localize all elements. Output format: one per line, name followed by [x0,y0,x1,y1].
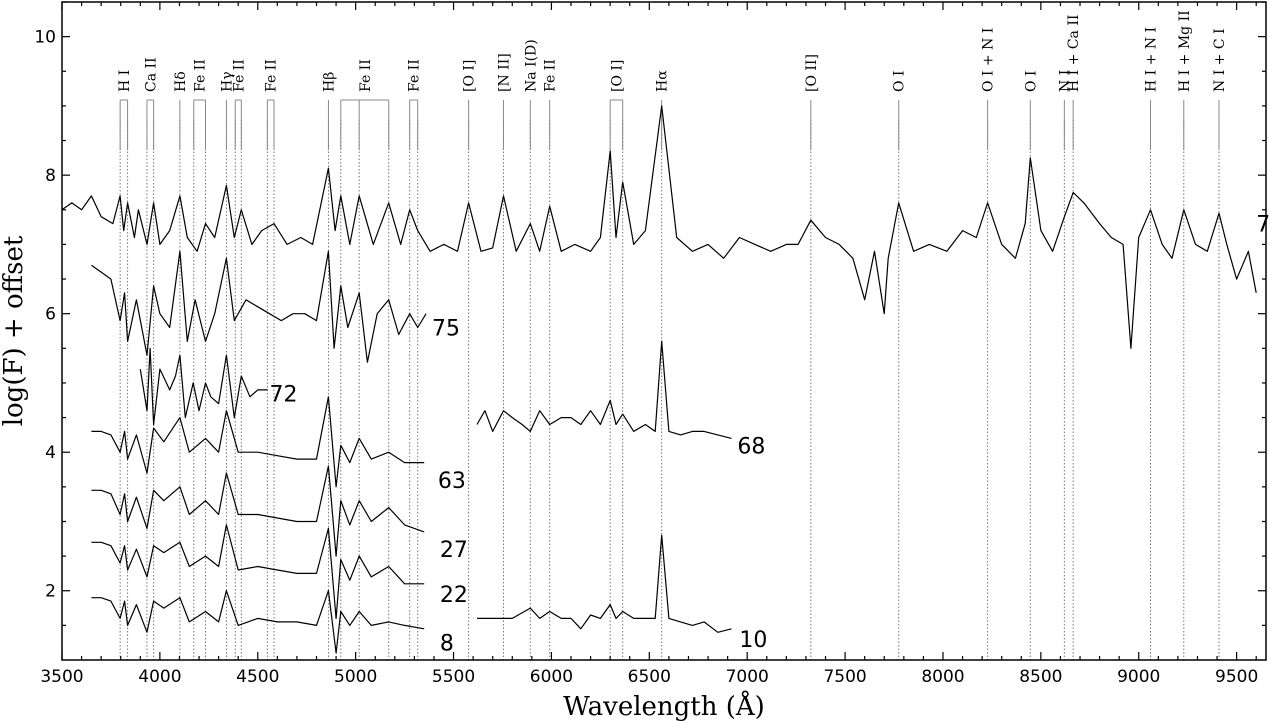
y-tick-label: 2 [45,582,56,602]
x-tick-label: 7500 [823,667,866,687]
y-tick-label: 10 [34,28,56,48]
line-id-label: Fe II [264,59,280,92]
line-id-label: Hδ [173,71,189,92]
line-bracket [119,99,129,150]
line-bracket [409,99,419,150]
spectrum-27 [91,465,425,557]
x-tick-label: 4500 [236,667,279,687]
spectrum-label-10: 10 [739,628,767,653]
line-id-label: Ca II [143,57,159,92]
line-id-label: [O I] [462,60,478,92]
tick-layer: 3500 4000 4500 5000 5500 6000 6500 7000 7500 8000… [34,1,1266,687]
spectrum-label-63: 63 [438,469,466,494]
x-tick-label: 5500 [432,667,475,687]
y-tick-label: 6 [45,305,56,325]
line-bracket [193,99,207,150]
line-id-label: Fe II [358,59,374,92]
spectrum-label-8: 8 [440,632,454,657]
x-tick-label: 8000 [921,667,964,687]
line-bracket [609,99,624,150]
line-id-label: Hα [655,70,671,92]
line-id-label: H I + Mg II [1177,10,1193,92]
spectrum-8 [91,590,425,654]
spectra-layer: 79 75 72 68 63 27 22 8 10 [61,105,1270,657]
line-id-label: O I + N I [981,28,997,92]
x-tick-label: 7000 [726,667,769,687]
line-id-label: O I [892,71,908,92]
line-id-label: Fe II [407,59,423,92]
line-id-label: [O I] [609,60,625,92]
spectrum-79 [61,105,1257,349]
plot-frame [61,1,1267,661]
line-id-label: [O II] [804,54,820,92]
line-id-label: O I [1023,71,1039,92]
line-id-label: Hγ [219,71,235,92]
y-tick-label: 4 [45,443,56,463]
line-id-label: N I + C I [1212,28,1228,92]
x-tick-label: 5000 [334,667,377,687]
line-id-label: H I + Ca II [1066,15,1082,92]
spectrum-72 [139,347,268,426]
line-bracket [234,99,242,150]
line-id-label: Fe II [543,59,559,92]
x-axis-title: Wavelength (Å) [563,690,765,722]
line-bracket [266,99,275,150]
y-axis-title: log(F) + offset [0,235,29,426]
spectrum-label-72: 72 [270,382,298,407]
x-tick-label: 3500 [40,667,83,687]
line-id-label: Na I(D) [523,39,539,92]
x-tick-label: 9000 [1117,667,1160,687]
line-marker-layer [119,120,1220,660]
line-id-label: Fe II [231,59,247,92]
spectrum-label-75: 75 [432,317,460,342]
line-id-label: N I [1057,70,1073,92]
x-tick-label: 6000 [530,667,573,687]
line-id-label: H I [117,70,133,92]
line-id-label: [N II] [496,53,512,92]
spectrum-label-68: 68 [737,434,765,459]
x-tick-label: 6500 [628,667,671,687]
spectrum-label-22: 22 [440,583,468,608]
line-id-label: H I + N I [1143,27,1159,92]
x-tick-label: 4000 [138,667,181,687]
y-tick-label: 8 [45,166,56,186]
line-bracket [340,99,390,150]
line-id-label: Fe II [193,59,209,92]
x-tick-label: 9500 [1215,667,1258,687]
line-bracket [146,99,155,150]
spectrum-10 [477,534,732,633]
spectrum-label-79: 79 [1256,213,1270,238]
spectrum-63 [91,396,425,488]
spectrum-68 [476,340,732,439]
spectrum-75 [91,250,427,363]
spectrum-label-27: 27 [440,538,468,563]
spectrum-22 [91,524,425,619]
x-tick-label: 8500 [1019,667,1062,687]
line-id-label: Hβ [321,72,337,92]
